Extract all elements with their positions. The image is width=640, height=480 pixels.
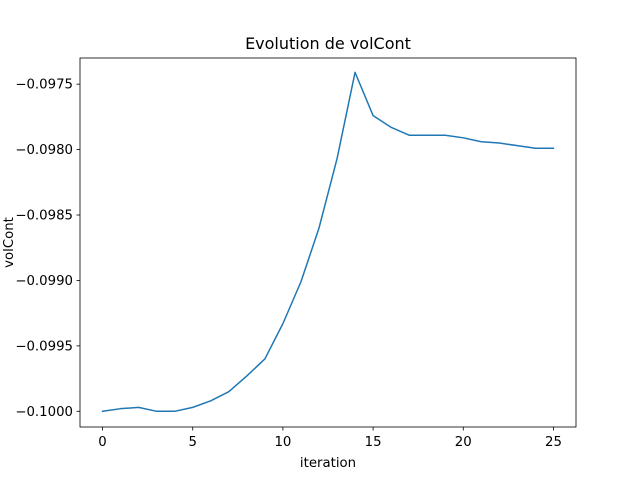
series-layer [101,71,555,413]
y-tick-label: −0.1000 [15,405,73,420]
x-tick-label: 10 [274,435,291,450]
y-axis-label: volCont [2,217,17,268]
x-tick-label: 20 [455,435,472,450]
x-tick-label: 25 [545,435,562,450]
y-tick-label: −0.0980 [15,143,73,158]
x-axis-ticks: 0 5 10 15 20 25 [98,427,562,450]
x-tick-label: 0 [98,435,106,450]
y-tick-label: −0.0995 [15,339,73,354]
y-axis-ticks: −0.1000 −0.0995 −0.0990 −0.0985 −0.0980 −0.09… [15,78,80,420]
plot-frame [79,57,577,428]
y-tick-label: −0.0990 [15,274,73,289]
chart-title: Evolution de volCont [245,34,411,53]
x-tick-label: 5 [188,435,196,450]
y-tick-label: −0.0975 [15,78,73,93]
x-axis-label: iteration [300,456,356,471]
plot-area [80,58,576,427]
x-tick-label: 15 [365,435,382,450]
series-line [101,71,555,413]
y-tick-label: −0.0985 [15,209,73,224]
